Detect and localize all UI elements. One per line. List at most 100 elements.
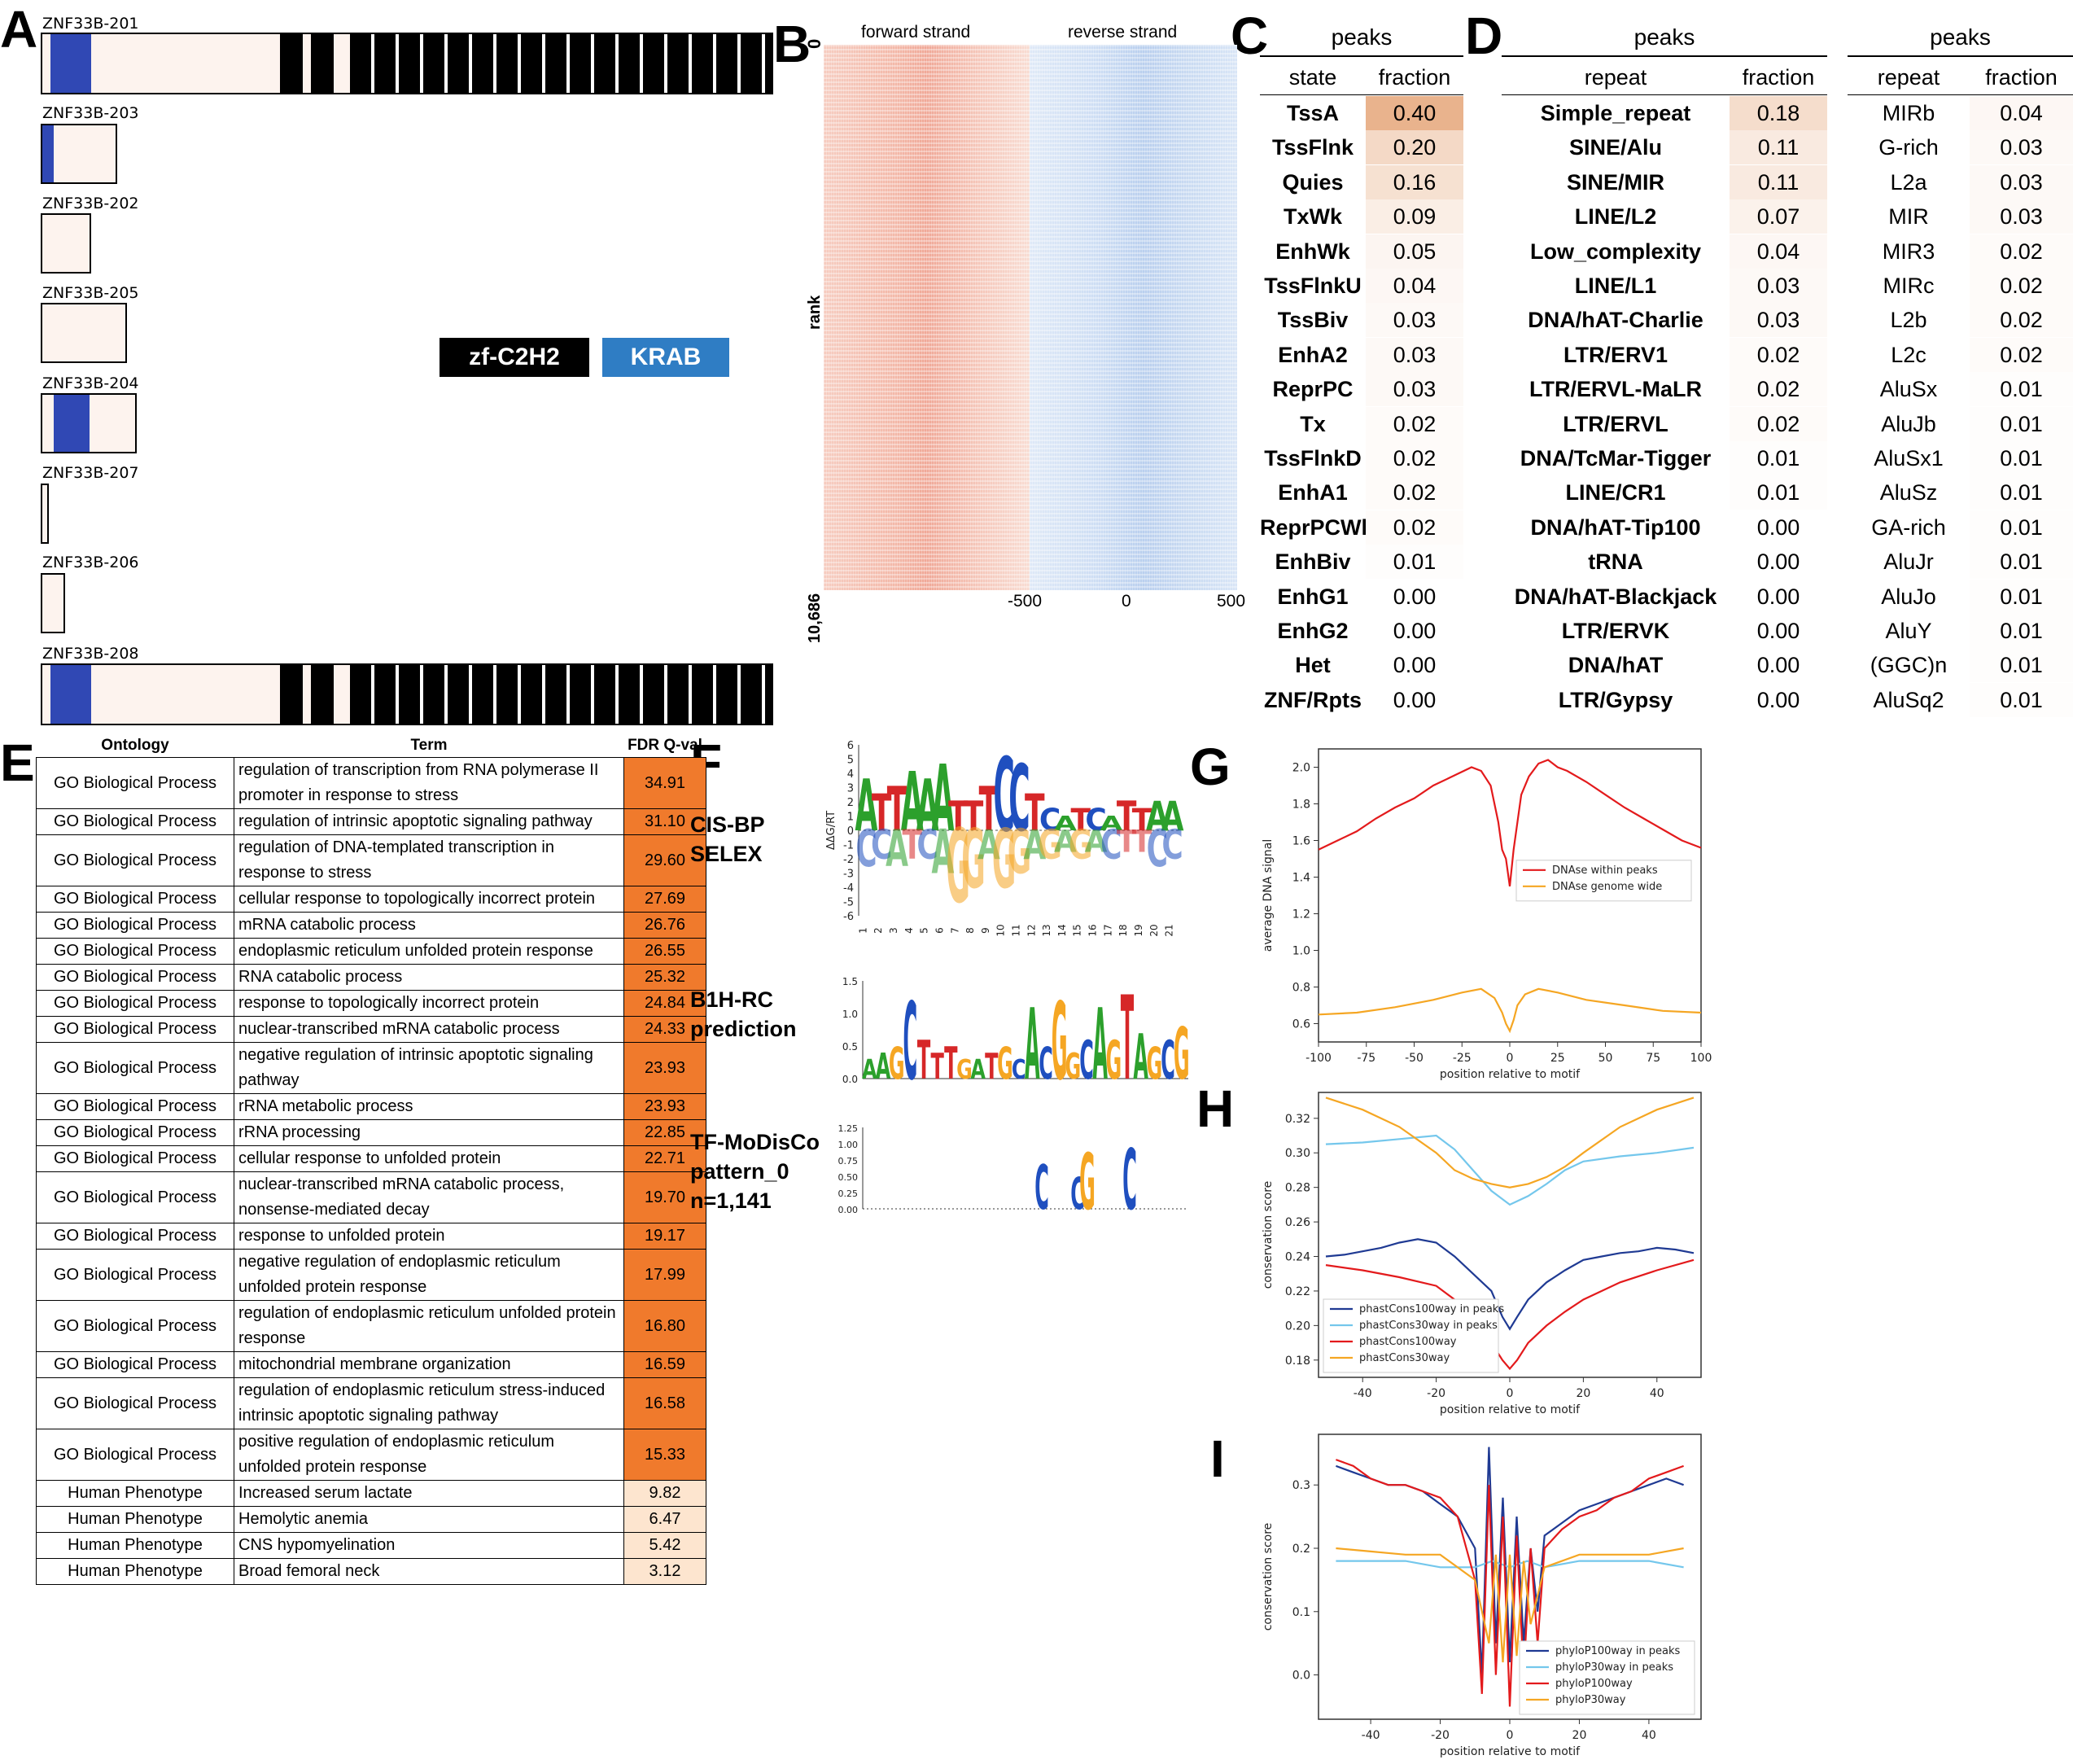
x-tick-label: 3	[888, 927, 899, 934]
legend-label: DNAse within peaks	[1552, 864, 1658, 877]
motif-label-line: TF-MoDisCo	[690, 1130, 820, 1154]
logo-letter: A	[970, 1053, 986, 1085]
x-tick-label: 20	[1576, 1387, 1590, 1400]
transcript-bar	[41, 33, 773, 94]
column-header: repeat	[1584, 65, 1647, 90]
x-tick-label: 16	[1087, 924, 1099, 936]
term-cell: CNS hypomyelination	[234, 1532, 624, 1559]
y-tick-label: 1.5	[842, 976, 858, 987]
fdr-cell: 16.80	[623, 1300, 706, 1352]
row-label: L2b	[1890, 308, 1927, 333]
fraction-cell: 0.16	[1366, 164, 1463, 199]
ontology-cell: GO Biological Process	[36, 1042, 234, 1094]
y-tick-label: 1.2	[1292, 908, 1310, 921]
enrichment-row: GO Biological Process regulation of endop…	[36, 1377, 706, 1429]
ontology-cell: GO Biological Process	[36, 1249, 234, 1301]
transcript-label: ZNF33B-201	[42, 15, 139, 33]
x-tick-label: 9	[980, 927, 991, 934]
fraction-cell: 0.03	[1366, 372, 1463, 407]
term-cell: nuclear-transcribed mRNA catabolic proce…	[234, 1016, 624, 1043]
enrichment-row: GO Biological Process rRNA processing 22.8…	[36, 1119, 706, 1146]
fdr-cell: 23.93	[623, 1093, 706, 1120]
panel-d-table: peaks repeat fraction Simple_repeat 0.18 SINE…	[1502, 24, 1827, 724]
term-cell: mRNA catabolic process	[234, 912, 624, 939]
column-header: fraction	[1985, 65, 2058, 90]
y-tick-label: 1.0	[1292, 945, 1310, 958]
row-label: Low_complexity	[1529, 239, 1702, 264]
krab-domain	[42, 125, 54, 182]
motif-label-line: prediction	[690, 1017, 797, 1041]
logo-letter: C	[1039, 1038, 1053, 1089]
row-label: EnhBiv	[1275, 549, 1351, 575]
x-tick-label: -20	[1431, 1729, 1450, 1742]
table-rule	[1502, 55, 1827, 57]
reverse-strand-label: reverse strand	[1068, 23, 1178, 42]
x-tick-label: 20	[1572, 1729, 1587, 1742]
logo-letter: T	[1117, 824, 1137, 860]
zf-domain	[311, 34, 334, 93]
transcript-label: ZNF33B-206	[42, 554, 139, 571]
logo-letter: A	[886, 820, 908, 878]
enrichment-row: GO Biological Process negative regulation…	[36, 1249, 706, 1301]
row-label: TssFlnkD	[1264, 446, 1362, 471]
logo-letter: T	[1121, 973, 1134, 1103]
fraction-cell: 0.02	[1366, 441, 1463, 475]
y-tick-label: -2	[843, 854, 854, 866]
enrichment-row: GO Biological Process cellular response t…	[36, 1145, 706, 1172]
row-label: SINE/MIR	[1566, 169, 1664, 195]
rank-bottom-tick: 10,686	[806, 593, 824, 643]
heatmap-forward	[824, 45, 1030, 590]
motif-source-label: TF-MoDisCo pattern_0 n=1,141	[690, 1127, 820, 1215]
zf-domain	[311, 665, 334, 724]
ontology-cell: GO Biological Process	[36, 1351, 234, 1378]
logo-letter: A	[932, 746, 955, 852]
fdr-cell: 5.42	[623, 1532, 706, 1559]
logo-letter: A	[1023, 822, 1046, 869]
logo-letter: C	[1079, 1029, 1094, 1092]
row-label: ReprPCWk	[1260, 514, 1374, 540]
logo-letter: C	[993, 737, 1014, 855]
enrichment-row: GO Biological Process RNA catabolic proce…	[36, 964, 706, 991]
logo-letter: G	[1146, 1038, 1162, 1089]
panel-d2-table: peaks repeat fraction MIRb 0.04 G-rich 0.03 L2a…	[1848, 24, 2073, 724]
x-tick-label: 15	[1072, 924, 1083, 936]
logo-letter: G	[1105, 1029, 1122, 1092]
logo-letter: C	[1122, 1131, 1137, 1229]
fraction-cell: 0.01	[1730, 441, 1827, 475]
x-tick-label: 40	[1642, 1729, 1656, 1742]
enrichment-row: GO Biological Process regulation of intri…	[36, 808, 706, 835]
fraction-cell: 0.02	[1970, 303, 2073, 338]
row-label: LTR/ERVL-MaLR	[1529, 377, 1702, 402]
enrichment-row: GO Biological Process positive regulation…	[36, 1429, 706, 1481]
y-tick-label: 0.1	[1292, 1606, 1310, 1619]
x-tick-label: 13	[1041, 924, 1052, 936]
fraction-cell: 0.00	[1730, 510, 1827, 545]
fraction-cell: 0.04	[1970, 96, 2073, 130]
row-label: AluJb	[1881, 411, 1936, 436]
y-tick-label: 4	[847, 768, 854, 781]
motif-label-line: CIS-BP	[690, 812, 765, 837]
fraction-cell: 0.04	[1730, 234, 1827, 269]
series-line	[1325, 1134, 1695, 1206]
row-label: GA-rich	[1871, 514, 1946, 540]
table-rule	[1848, 55, 2073, 57]
row-label: Tx	[1300, 411, 1326, 436]
table-title: peaks	[1331, 24, 1393, 50]
logo-letter: A	[1054, 824, 1077, 860]
legend-label: phyloP100way	[1555, 1678, 1633, 1690]
term-cell: negative regulation of endoplasmic retic…	[234, 1249, 624, 1301]
term-cell: mitochondrial membrane organization	[234, 1351, 624, 1378]
fdr-cell: 3.12	[623, 1558, 706, 1585]
term-cell: regulation of intrinsic apoptotic signal…	[234, 808, 624, 835]
row-label: DNA/TcMar-Tigger	[1520, 446, 1712, 471]
row-label: AluY	[1885, 619, 1932, 643]
transcript-bar	[41, 124, 117, 184]
fraction-cell: 0.01	[1970, 372, 2073, 407]
y-tick-label: -4	[843, 882, 854, 895]
logo-letter: C	[1012, 1053, 1026, 1085]
y-tick-label: 0.24	[1285, 1251, 1310, 1264]
series-line	[1318, 987, 1702, 1034]
fraction-cell: 0.07	[1730, 199, 1827, 234]
table-rule	[1260, 94, 1463, 95]
ontology-cell: GO Biological Process	[36, 1223, 234, 1250]
